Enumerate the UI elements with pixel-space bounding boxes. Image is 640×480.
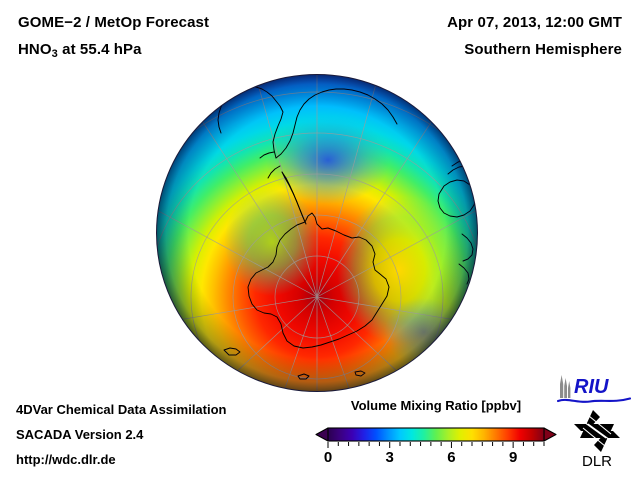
dlr-logo-svg: DLR (574, 410, 620, 470)
globe-outline (156, 74, 478, 392)
riu-wave-icon (556, 397, 632, 403)
riu-logo-svg: RIU (556, 375, 632, 403)
riu-wordmark: RIU (574, 376, 609, 398)
polar-projection-map (156, 74, 478, 392)
hemisphere-label: Southern Hemisphere (464, 41, 622, 58)
dlr-logo: DLR (564, 408, 630, 470)
pressure-level: at 55.4 hPa (57, 41, 142, 58)
page-title: GOME−2 / MetOp Forecast (18, 14, 210, 31)
colorbar-gradient (327, 427, 545, 442)
colorbar-tick-labels: 0 3 6 9 (324, 449, 517, 466)
dlr-mark-icon (574, 410, 620, 452)
method-label: 4DVar Chemical Data Assimilation (16, 402, 227, 417)
colorbar-svg: 0 3 6 9 (315, 427, 557, 466)
colorbar-cap-high (543, 427, 557, 442)
colorbar-title: Volume Mixing Ratio [ppbv] (350, 398, 522, 413)
species-formula: HNO (18, 41, 52, 58)
dlr-wordmark: DLR (582, 453, 612, 470)
forecast-datetime: Apr 07, 2013, 12:00 GMT (447, 14, 622, 31)
riu-logo: RIU (556, 372, 634, 406)
colorbar-tick-1: 3 (386, 449, 394, 466)
colorbar-cap-low (315, 427, 329, 442)
colorbar-ticks (327, 442, 545, 448)
species-subscript: 3 (51, 48, 58, 60)
riu-spires-icon (560, 375, 571, 398)
limb-shading (156, 74, 478, 392)
version-label: SACADA Version 2.4 (16, 427, 144, 442)
website-url[interactable]: http://wdc.dlr.de (16, 452, 116, 467)
globe-svg (156, 74, 478, 392)
concentration-field (156, 74, 478, 392)
colorbar-tick-0: 0 (324, 449, 332, 466)
colorbar-tick-3: 9 (509, 449, 517, 466)
colorbar-tick-2: 6 (447, 449, 455, 466)
colorbar: Volume Mixing Ratio [ppbv] (312, 398, 560, 468)
species-level-label: HNO3 at 55.4 hPa (18, 41, 142, 60)
